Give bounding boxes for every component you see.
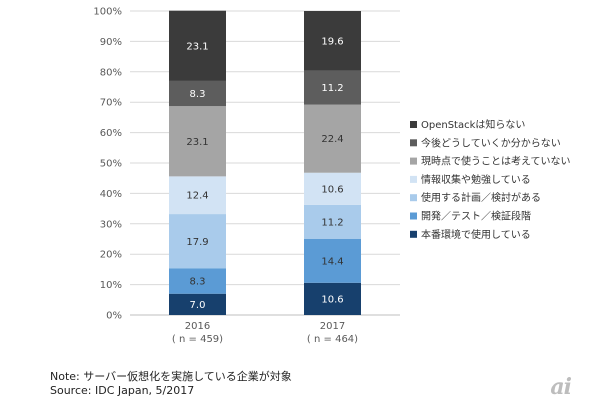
bar-segment (169, 10, 226, 81)
data-label: 22.4 (321, 134, 343, 145)
y-tick-label: 70% (100, 98, 122, 109)
bar-segment (304, 172, 361, 205)
y-tick-label: 80% (100, 67, 122, 78)
bar-segment (304, 282, 361, 315)
legend-swatch (410, 194, 417, 202)
y-tick-label: 50% (100, 159, 122, 170)
y-tick-label: 100% (93, 7, 122, 18)
y-axis: 0% 10% 20% 30% 40% 50% 60% 70% 80% 90% 100% (93, 7, 122, 322)
data-label: 12.4 (186, 191, 208, 202)
watermark-logo: ai (550, 374, 572, 400)
legend-item-label: 開発／テスト／検証段階 (421, 210, 531, 223)
x-category-label: 2017 (320, 321, 345, 332)
legend-swatch (410, 230, 417, 238)
legend-swatch (410, 139, 417, 147)
x-category-label: 2016 (185, 321, 210, 332)
bar-segment (169, 293, 226, 315)
bar-segment (304, 204, 361, 239)
x-axis-labels: 2016 ( n = 459) 2017 ( n = 464) (172, 321, 358, 345)
bar-segment (304, 70, 361, 105)
legend-item-label: 現時点で使うことは考えていない (421, 155, 571, 168)
data-label: 14.4 (321, 256, 343, 267)
x-category-sublabel: ( n = 459) (172, 334, 223, 345)
legend-swatch (410, 157, 417, 165)
y-tick-label: 40% (100, 189, 122, 200)
data-label: 7.0 (190, 300, 206, 311)
legend-swatch (410, 212, 417, 220)
data-label: 23.1 (186, 137, 208, 148)
y-tick-label: 20% (100, 250, 122, 261)
data-label: 17.9 (186, 237, 208, 248)
data-label: 11.2 (321, 83, 343, 94)
legend-item-label: 情報収集や勉強している (421, 173, 531, 186)
legend-swatch (410, 175, 417, 183)
data-label: 8.3 (190, 277, 206, 288)
bar-segment (169, 106, 226, 177)
legend-item-label: 今後どうしていくか分からない (421, 136, 561, 149)
bar-stacks: 7.0 8.3 17.9 12.4 23.1 8.3 23.1 10.6 14.4 11.2 10.… (169, 10, 361, 315)
data-label: 23.1 (186, 41, 208, 52)
y-tick-label: 10% (100, 280, 122, 291)
legend-item-label: 使用する計画／検討がある (421, 191, 541, 204)
y-tick-label: 30% (100, 219, 122, 230)
bar-segment (304, 104, 361, 173)
bar-segment (304, 11, 361, 71)
footnote-note: Note: サーバー仮想化を実施している企業が対象 (50, 370, 292, 383)
legend: OpenStackは知らない今後どうしていくか分からない現時点で使うことは考えて… (410, 118, 571, 241)
bar-segment (169, 176, 226, 215)
y-tick-label: 0% (106, 311, 122, 322)
data-label: 11.2 (321, 217, 343, 228)
y-tick-label: 60% (100, 128, 122, 139)
x-category-sublabel: ( n = 464) (307, 334, 358, 345)
legend-swatch (410, 121, 417, 128)
legend-item-label: 本番環境で使用している (421, 228, 531, 241)
bar-segment (304, 239, 361, 283)
legend-item-label: OpenStackは知らない (421, 118, 525, 131)
data-label: 19.6 (321, 36, 343, 47)
data-label: 8.3 (190, 89, 206, 100)
bar-segment (169, 268, 226, 294)
footnote-source: Source: IDC Japan, 5/2017 (50, 384, 195, 397)
data-label: 10.6 (321, 184, 343, 195)
bar-segment (169, 214, 226, 269)
data-label: 10.6 (321, 294, 343, 305)
bar-segment (169, 80, 226, 107)
y-tick-label: 90% (100, 37, 122, 48)
